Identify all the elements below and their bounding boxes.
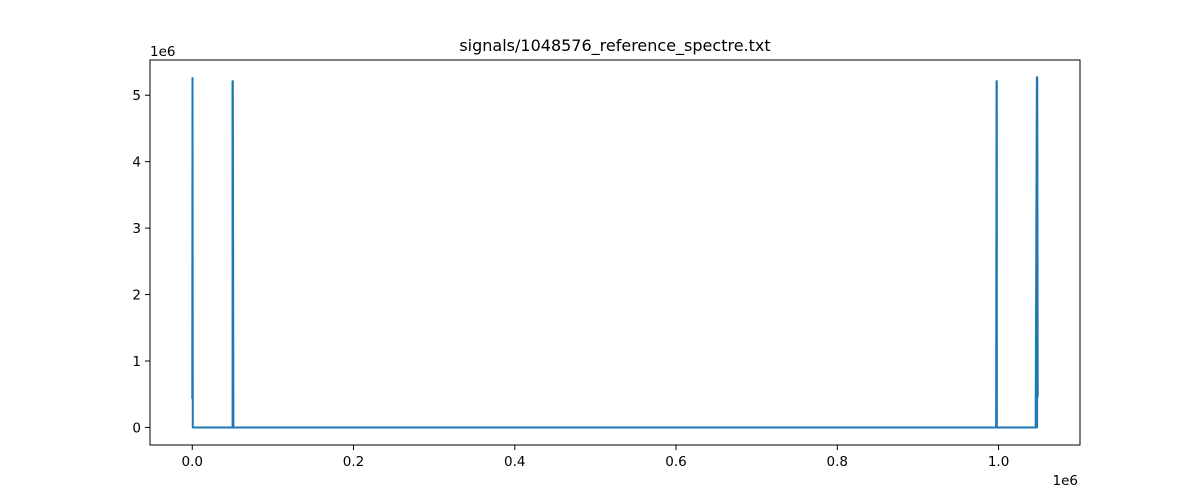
y-tick-label: 4: [132, 155, 141, 171]
y-tick-label: 2: [132, 288, 141, 304]
x-tick-label: 0.2: [343, 454, 364, 470]
series-line-0: [191, 76, 1039, 429]
x-tick-label: 0.4: [504, 454, 525, 470]
axes-frame: [149, 59, 1081, 446]
y-tick-label: 1: [132, 354, 141, 370]
x-tick-label: 1.0: [988, 454, 1009, 470]
x-tick-label: 0.0: [182, 454, 203, 470]
plot-area: [191, 76, 1039, 429]
y-tick-label: 3: [132, 221, 141, 237]
x-axis-offset-label: 1e6: [1053, 473, 1078, 489]
y-tick-label: 5: [132, 88, 141, 104]
axes: 0.0 0.2 0.4 0.6 0.8 1.0 0 1 2 3 4 5: [132, 59, 1081, 470]
chart-title: signals/1048576_reference_spectre.txt: [459, 36, 770, 56]
x-tick-label: 0.8: [827, 454, 848, 470]
y-tick-label: 0: [132, 420, 141, 436]
x-tick-label: 0.6: [665, 454, 686, 470]
y-axis-offset-label: 1e6: [150, 44, 175, 60]
